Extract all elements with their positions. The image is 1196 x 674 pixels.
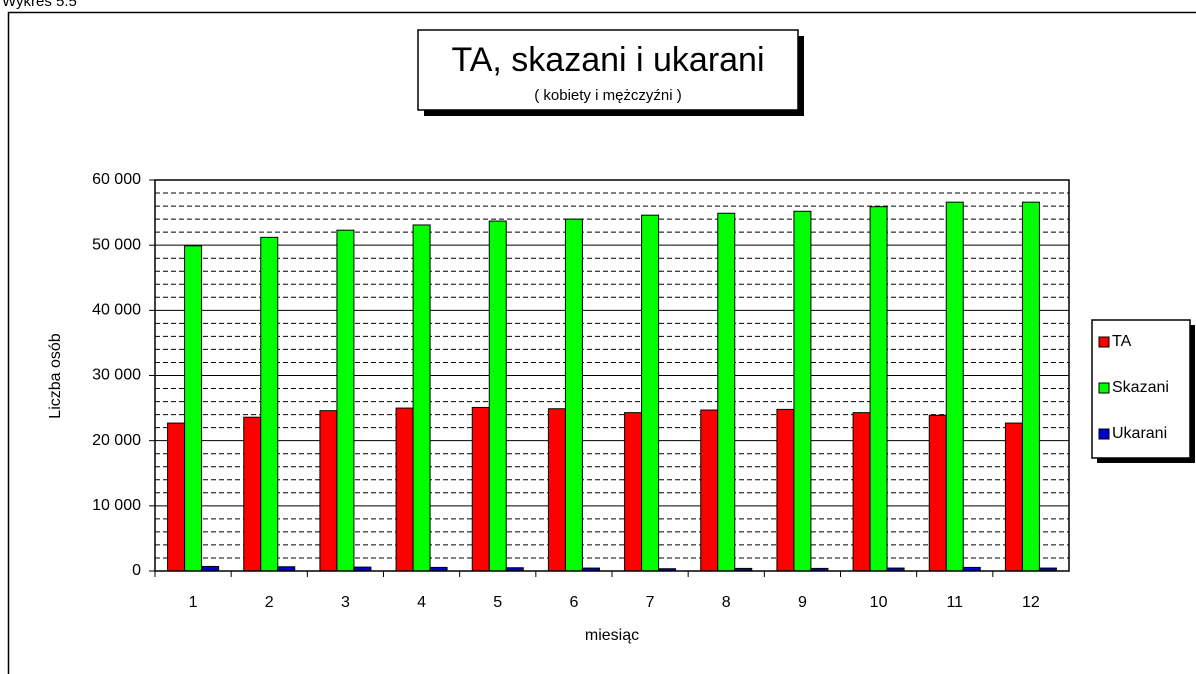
- bar: [928, 414, 947, 572]
- legend-swatch: [1098, 428, 1110, 440]
- y-tick-label: 60 000: [92, 171, 141, 188]
- legend-label: Ukarani: [1112, 425, 1167, 442]
- y-axis-label: Liczba osób: [47, 333, 64, 418]
- x-tick-label: 10: [870, 594, 888, 611]
- y-tick-label: 40 000: [92, 302, 141, 319]
- legend-label: TA: [1112, 333, 1132, 350]
- x-tick-label: 7: [646, 594, 655, 611]
- x-tick-label: 2: [265, 594, 274, 611]
- x-tick-label: 12: [1022, 594, 1040, 611]
- x-tick-label: 6: [569, 594, 578, 611]
- y-tick-label: 20 000: [92, 432, 141, 449]
- bar: [641, 214, 660, 572]
- bar: [412, 224, 431, 572]
- legend-swatch: [1098, 382, 1110, 394]
- chart-title: TA, skazani i ukarani: [451, 41, 764, 79]
- bar: [852, 412, 871, 572]
- bar: [471, 406, 490, 572]
- y-tick-label: 30 000: [92, 367, 141, 384]
- bar: [869, 206, 888, 572]
- x-tick-label: 3: [341, 594, 350, 611]
- bar: [776, 408, 795, 572]
- x-tick-label: 4: [417, 594, 426, 611]
- bar: [1021, 201, 1040, 572]
- bar: [717, 212, 736, 572]
- bar: [547, 408, 566, 572]
- bar: [700, 409, 719, 572]
- x-tick-label: 1: [189, 594, 198, 611]
- bar: [395, 407, 414, 572]
- x-axis-label: miesiąc: [585, 627, 639, 644]
- bar: [793, 210, 812, 572]
- bar: [564, 218, 583, 572]
- chart-subtitle: ( kobiety i mężczyźni ): [534, 87, 682, 104]
- plot-border: [154, 179, 1070, 572]
- x-tick-label: 5: [493, 594, 502, 611]
- bar: [488, 220, 507, 572]
- bar: [1004, 422, 1023, 572]
- x-tick-label: 9: [798, 594, 807, 611]
- legend-swatch: [1098, 336, 1110, 348]
- bar: [260, 236, 279, 572]
- title-box: [417, 29, 799, 111]
- y-tick-label: 0: [132, 562, 141, 579]
- bar: [243, 416, 262, 572]
- bar: [336, 229, 355, 572]
- page-label: Wykres 5.5: [2, 0, 77, 10]
- x-tick-label: 8: [722, 594, 731, 611]
- bar: [624, 412, 643, 572]
- x-tick-label: 11: [946, 594, 963, 611]
- legend-label: Skazani: [1112, 379, 1169, 396]
- bar: [319, 410, 338, 572]
- frame: [7, 11, 1196, 674]
- bar: [945, 201, 964, 572]
- bar: [167, 422, 186, 572]
- bar: [184, 245, 203, 572]
- y-tick-label: 50 000: [92, 236, 141, 253]
- y-tick-label: 10 000: [92, 497, 141, 514]
